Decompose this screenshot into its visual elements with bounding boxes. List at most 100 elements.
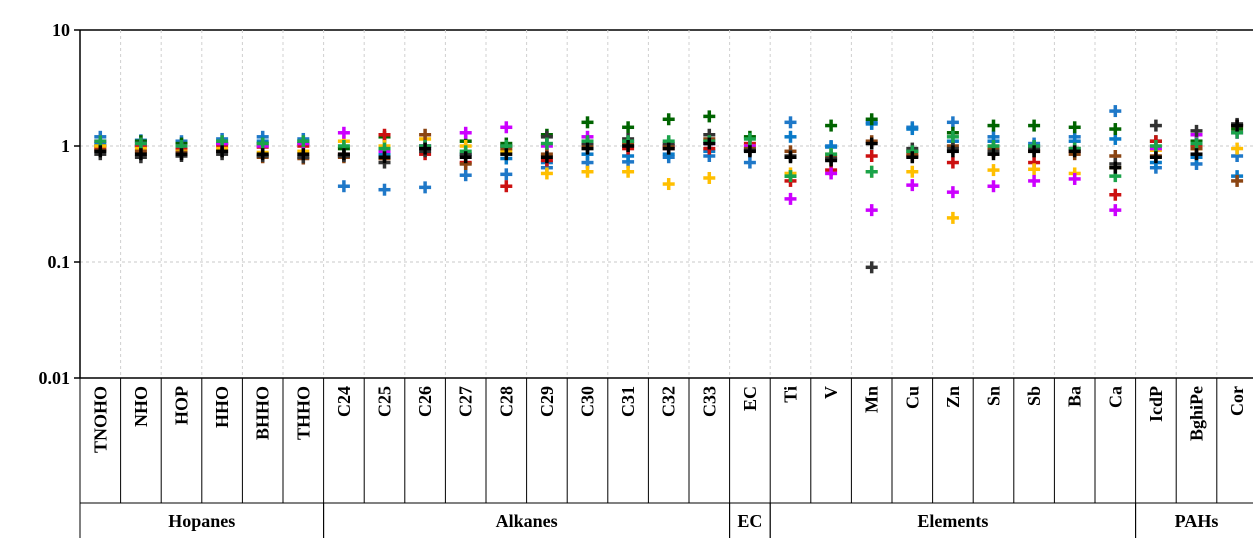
data-point xyxy=(134,137,147,150)
x-tick-label: TNOHO xyxy=(90,386,110,453)
group-label: Elements xyxy=(917,511,988,531)
data-point xyxy=(216,145,229,158)
data-point xyxy=(987,148,1000,161)
data-point xyxy=(1190,148,1203,161)
data-point xyxy=(500,148,513,161)
data-point xyxy=(500,168,513,181)
data-point xyxy=(865,261,878,274)
data-point xyxy=(784,170,797,183)
data-point xyxy=(906,151,919,164)
y-tick-label: 0.01 xyxy=(39,368,71,388)
x-tick-label: C31 xyxy=(618,386,638,417)
x-tick-label: IcdP xyxy=(1146,386,1166,422)
data-point xyxy=(297,135,310,148)
data-point xyxy=(946,156,959,169)
data-point xyxy=(1149,140,1162,152)
data-point xyxy=(987,180,1000,193)
data-point xyxy=(987,119,1000,132)
group-label: Alkanes xyxy=(496,511,558,531)
data-point xyxy=(946,186,959,199)
data-point xyxy=(256,137,269,150)
data-point xyxy=(865,113,878,126)
data-point xyxy=(540,167,553,180)
x-tick-label: Ba xyxy=(1065,386,1085,407)
x-tick-label: V xyxy=(821,386,841,399)
data-point xyxy=(1149,151,1162,164)
data-point xyxy=(743,132,756,145)
x-tick-label: Ti xyxy=(781,386,801,403)
data-point xyxy=(906,179,919,192)
x-tick-label: Cor xyxy=(1227,386,1247,416)
x-tick-label: HHO xyxy=(212,386,232,428)
data-point xyxy=(946,211,959,224)
data-point xyxy=(94,145,107,158)
x-tick-label: C30 xyxy=(578,386,598,417)
data-point xyxy=(1149,119,1162,132)
data-point xyxy=(662,113,675,126)
data-point xyxy=(703,137,716,150)
data-point xyxy=(784,130,797,143)
data-point xyxy=(297,148,310,161)
data-point xyxy=(581,165,594,178)
x-axis: TNOHO NHO HOP HHO BHHO THHO C24 C25 C26 C27 C28 C29… xyxy=(79,377,1253,538)
data-point xyxy=(825,167,838,180)
data-point xyxy=(419,128,432,141)
data-point xyxy=(865,137,878,150)
data-point xyxy=(865,165,878,178)
y-tick-label: 0.1 xyxy=(48,252,71,272)
data-point xyxy=(784,192,797,205)
data-point xyxy=(743,156,756,169)
x-tick-label: C29 xyxy=(537,386,557,417)
data-point xyxy=(1109,204,1122,217)
data-point xyxy=(459,169,472,182)
group-label: PAHs xyxy=(1175,511,1219,531)
y-tick-label: 10 xyxy=(52,20,70,40)
data-point xyxy=(216,135,229,148)
data-point xyxy=(906,123,919,136)
data-point xyxy=(622,121,635,134)
x-tick-label: HOP xyxy=(172,386,192,425)
x-tick-label: C32 xyxy=(659,386,679,417)
data-point xyxy=(1190,137,1203,150)
data-point xyxy=(175,148,188,161)
data-point xyxy=(622,165,635,178)
x-tick-label: THHO xyxy=(293,386,313,440)
x-tick-label: Sn xyxy=(984,386,1004,406)
group-label: EC xyxy=(737,511,762,531)
y-axis: 10 1 0.1 0.01 xyxy=(39,20,81,388)
data-point xyxy=(540,137,553,150)
data-point xyxy=(500,121,513,134)
x-tick-label: C26 xyxy=(415,386,435,417)
data-point xyxy=(825,154,838,167)
data-point xyxy=(946,145,959,158)
data-point xyxy=(1109,123,1122,136)
data-point xyxy=(500,180,513,193)
data-point xyxy=(337,148,350,161)
data-point xyxy=(865,204,878,217)
data-point xyxy=(1109,161,1122,174)
x-tick-label: Mn xyxy=(862,386,882,413)
data-point xyxy=(1068,145,1081,158)
data-point xyxy=(906,165,919,178)
data-point xyxy=(256,148,269,161)
data-point xyxy=(1028,163,1041,176)
data-point xyxy=(337,180,350,193)
x-tick-label: EC xyxy=(740,386,760,411)
x-tick-label: Ca xyxy=(1105,386,1125,408)
data-point xyxy=(419,142,432,155)
data-point xyxy=(1190,124,1203,137)
data-point xyxy=(1068,172,1081,185)
data-point xyxy=(1028,119,1041,132)
data-point xyxy=(784,151,797,164)
x-tick-label: C33 xyxy=(699,386,719,417)
x-tick-label: Sb xyxy=(1024,386,1044,406)
data-point xyxy=(378,183,391,196)
data-point xyxy=(378,128,391,141)
data-point xyxy=(1231,142,1244,155)
grid xyxy=(80,29,1253,378)
data-point xyxy=(337,126,350,139)
x-tick-label: Cu xyxy=(902,386,922,409)
data-point xyxy=(1028,145,1041,158)
data-point xyxy=(662,142,675,155)
